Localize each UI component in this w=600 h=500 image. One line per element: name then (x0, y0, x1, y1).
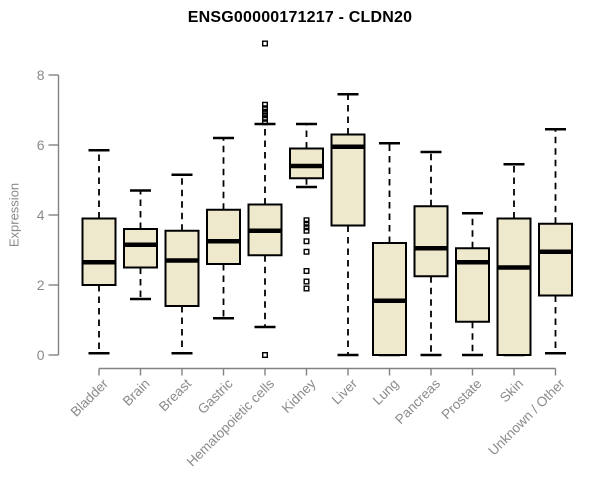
outlier-point (262, 119, 269, 126)
box-rect (496, 217, 532, 356)
box-group (289, 122, 324, 292)
box-group (123, 189, 158, 301)
x-tick-label: Bladder (68, 376, 112, 420)
box-group (413, 150, 449, 357)
box-rect (206, 208, 241, 265)
x-tick-label: Lung (370, 376, 402, 408)
outlier-point (303, 285, 310, 292)
outlier-point (303, 220, 310, 227)
box-group (455, 211, 490, 357)
x-tick-label: Gastric (195, 376, 236, 417)
x-tick-label: Kidney (279, 376, 319, 416)
box-rect (289, 147, 324, 180)
box-group (164, 173, 200, 355)
box-group (538, 127, 573, 355)
x-tick-label: Prostate (438, 376, 484, 422)
box-group (81, 148, 117, 355)
box-rect (538, 222, 573, 297)
outlier-point (303, 248, 310, 255)
box-group (206, 136, 241, 320)
x-tick-label: Liver (329, 376, 361, 408)
x-tick-label: Brain (120, 376, 153, 409)
chart-title: ENSG00000171217 - CLDN20 (187, 9, 413, 26)
box-rect (413, 205, 449, 278)
box-rect (123, 228, 158, 269)
box-rect (455, 247, 490, 323)
y-tick-label: 8 (37, 67, 45, 83)
y-tick-label: 6 (37, 137, 45, 153)
outlier-point (303, 278, 310, 285)
box-group (247, 40, 283, 359)
box-group (496, 162, 532, 357)
x-tick-label: Skin (497, 376, 526, 405)
outlier-point (303, 238, 310, 245)
outlier-point (262, 115, 269, 122)
x-tick-label: Breast (156, 376, 194, 414)
outlier-point (262, 40, 269, 47)
outlier-point (303, 217, 310, 224)
x-tick-label: Unknown / Other (485, 376, 568, 459)
box-group (372, 141, 407, 357)
outlier-point (303, 227, 310, 234)
outlier-point (262, 112, 269, 119)
x-tick-label: Pancreas (392, 376, 443, 427)
y-tick-label: 2 (37, 277, 45, 293)
outlier-point (303, 224, 310, 231)
outlier-point (303, 268, 310, 275)
outlier-point (262, 101, 269, 108)
y-tick-label: 4 (37, 207, 45, 223)
y-tick-label: 0 (37, 347, 45, 363)
box-group (330, 92, 366, 357)
box-rect (330, 133, 366, 227)
box-rect (164, 229, 200, 307)
box-rect (81, 217, 117, 286)
outlier-point (262, 352, 269, 359)
